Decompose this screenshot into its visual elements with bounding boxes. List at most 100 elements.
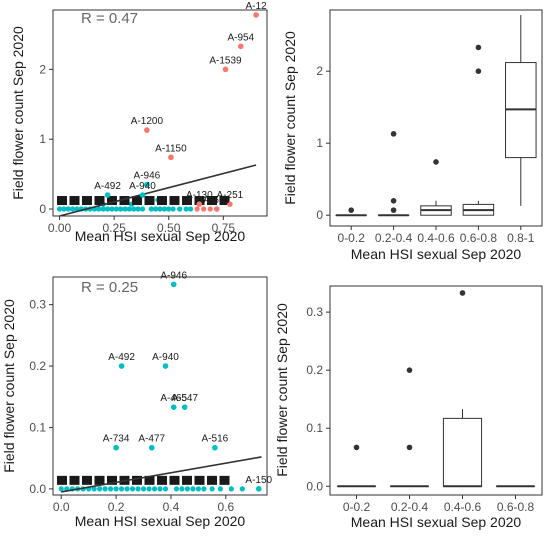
data-point	[139, 192, 146, 198]
data-point	[126, 206, 133, 212]
point-label: A-509	[203, 195, 230, 206]
point-label: A-12	[246, 1, 268, 12]
data-point	[70, 206, 76, 212]
data-point	[58, 486, 64, 492]
plot-marks: 0.0 0.1 0.2 0.3 0-0.2 0.2-0.4 0.4-0.6 0.6-0.8	[306, 290, 536, 514]
data-point	[97, 486, 103, 492]
point-label: A-1539	[209, 55, 242, 66]
data-point	[151, 486, 158, 492]
data-point	[140, 486, 147, 492]
data-point	[113, 206, 119, 212]
label-cluster-mark	[94, 475, 105, 485]
data-point	[255, 486, 262, 492]
plot-marks: 0.0 0.1 0.2 0.3 0.0 0.2 0.4 0.6 A-946 A-492 A-940 A…	[29, 270, 272, 514]
data-point	[170, 404, 177, 410]
data-point	[118, 363, 125, 369]
label-cluster-mark	[182, 196, 192, 206]
label-cluster-mark	[157, 475, 167, 485]
outlier-point	[348, 207, 355, 213]
y-axis-title: Field flower count Sep 2020	[274, 303, 290, 477]
x-tick-label: 0.0	[53, 500, 70, 514]
data-point	[209, 486, 215, 492]
x-tick-label: 0.6	[218, 500, 235, 514]
point-label: A-477	[138, 434, 165, 445]
data-point	[135, 486, 141, 492]
x-tick-label: 0.6-0.8	[497, 500, 535, 514]
y-tick-label: 0.0	[306, 479, 323, 493]
box-iqr	[442, 417, 483, 487]
y-tick-label: 1	[316, 136, 323, 150]
y-axis-title: Field flower count Sep 2020	[10, 26, 26, 200]
outlier-point	[390, 198, 397, 204]
label-cluster-mark	[182, 475, 192, 485]
data-point	[207, 206, 213, 212]
data-point	[102, 486, 108, 492]
data-point	[237, 43, 244, 50]
label-cluster-mark	[169, 196, 180, 206]
plot-marks: 0 1 2 0.00 0.25 0.50 0.75 A-12 A-954 A-1539 A-1200…	[39, 1, 267, 235]
data-point	[195, 486, 202, 492]
y-tick-label: 0.0	[29, 482, 46, 496]
x-tick-label: 0.75	[212, 221, 236, 235]
point-label: A-940	[129, 181, 156, 192]
outlier-point	[390, 131, 397, 137]
y-tick-label: 1	[39, 132, 46, 146]
data-point	[61, 206, 67, 212]
label-cluster-mark	[57, 475, 67, 485]
data-point	[122, 206, 128, 212]
y-tick-label: 0.3	[29, 298, 46, 312]
label-cluster-mark	[207, 196, 217, 206]
y-axis-title: Field flower count Sep 2020	[1, 299, 17, 473]
data-point	[157, 206, 163, 212]
data-point	[91, 486, 97, 492]
label-cluster-mark	[157, 196, 167, 206]
point-label: A-492	[108, 352, 135, 363]
y-tick-label: 0.2	[306, 363, 323, 377]
x-tick-label: 0.00	[48, 221, 72, 235]
regression-line	[61, 456, 262, 493]
x-tick-label: 0.2-0.4	[375, 231, 413, 245]
data-point	[139, 206, 146, 212]
label-cluster-mark	[219, 475, 230, 485]
data-point	[108, 486, 114, 492]
data-point	[157, 486, 163, 492]
x-tick-label: 0.25	[102, 221, 126, 235]
x-tick-label: 0.6-0.8	[460, 231, 498, 245]
label-cluster-mark	[194, 196, 205, 206]
data-point	[124, 486, 130, 492]
x-axis-title: Mean HSI sexual Sep 2020	[75, 228, 246, 244]
data-point	[190, 486, 196, 492]
outlier-point	[406, 367, 413, 373]
data-point	[201, 486, 207, 492]
outlier-point	[459, 290, 466, 296]
point-label: A-150	[245, 475, 272, 486]
outlier-point	[475, 68, 482, 74]
data-point	[170, 206, 176, 212]
data-point	[162, 486, 169, 492]
outlier-point	[353, 444, 360, 451]
data-point	[96, 206, 102, 212]
x-tick-label: 0.4	[163, 500, 180, 514]
label-cluster-mark	[132, 475, 142, 485]
data-point	[227, 201, 233, 207]
point-label: A-465	[160, 393, 187, 404]
point-label: A-130	[186, 190, 213, 201]
x-tick-label: 0.4-0.6	[444, 500, 482, 514]
y-tick-label: 0	[316, 208, 323, 222]
x-axis-title: Mean HSI sexual Sep 2020	[351, 246, 522, 262]
data-point	[253, 12, 259, 18]
data-point	[100, 206, 106, 212]
label-cluster-mark	[194, 475, 205, 485]
data-point	[212, 444, 218, 451]
data-point	[113, 444, 119, 451]
y-tick-label: 0.1	[29, 420, 46, 434]
plot-frame	[329, 285, 543, 496]
label-cluster-mark	[132, 196, 142, 206]
label-cluster-mark	[169, 475, 180, 485]
data-point	[170, 281, 177, 288]
x-tick-label: 0.50	[157, 221, 181, 235]
x-tick-label: 0.2-0.4	[391, 500, 429, 514]
outlier-point	[390, 207, 397, 213]
y-tick-label: 0	[39, 202, 46, 216]
x-tick-label: 0.4-0.6	[417, 231, 455, 245]
